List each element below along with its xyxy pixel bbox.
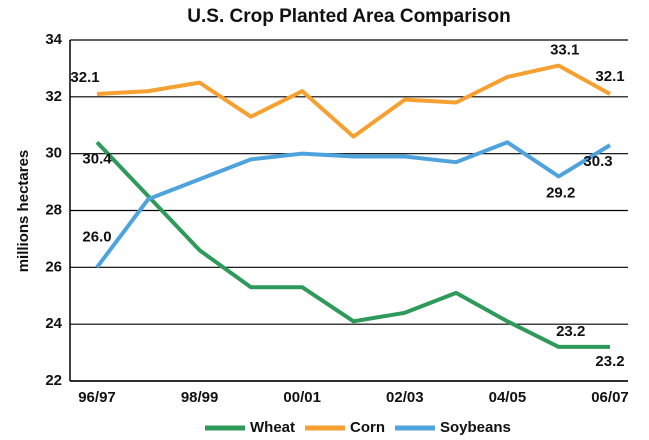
data-label: 32.1 [595,68,624,85]
chart-title: U.S. Crop Planted Area Comparison [187,6,510,27]
legend-label: Wheat [250,419,295,436]
data-label: 23.2 [595,353,624,370]
y-tick-label: 30 [45,145,62,162]
series-line [95,140,612,269]
y-tick-label: 24 [45,315,62,332]
data-label: 30.3 [583,153,612,170]
legend-label: Corn [350,419,385,436]
x-tick-label: 98/99 [181,389,219,406]
y-tick-label: 26 [45,258,62,275]
data-label: 29.2 [546,184,575,201]
x-tick-label: 02/03 [386,389,424,406]
series-line [95,140,610,349]
y-tick-label: 22 [45,372,62,389]
x-tick-label: 96/97 [78,389,116,406]
data-label: 33.1 [550,42,579,59]
data-label: 32.1 [70,69,99,86]
x-tick-label: 06/07 [591,389,629,406]
x-tick-label: 04/05 [489,389,527,406]
data-label: 30.4 [82,150,112,167]
y-tick-label: 28 [45,201,62,218]
data-label: 23.2 [556,323,585,340]
y-tick-label: 32 [45,88,62,105]
y-axis-label: millions hectares [15,150,32,273]
y-tick-label: 34 [45,31,62,48]
data-label: 26.0 [82,228,111,245]
series-line [96,63,611,139]
x-tick-label: 00/01 [283,389,321,406]
legend-label: Soybeans [440,419,511,436]
